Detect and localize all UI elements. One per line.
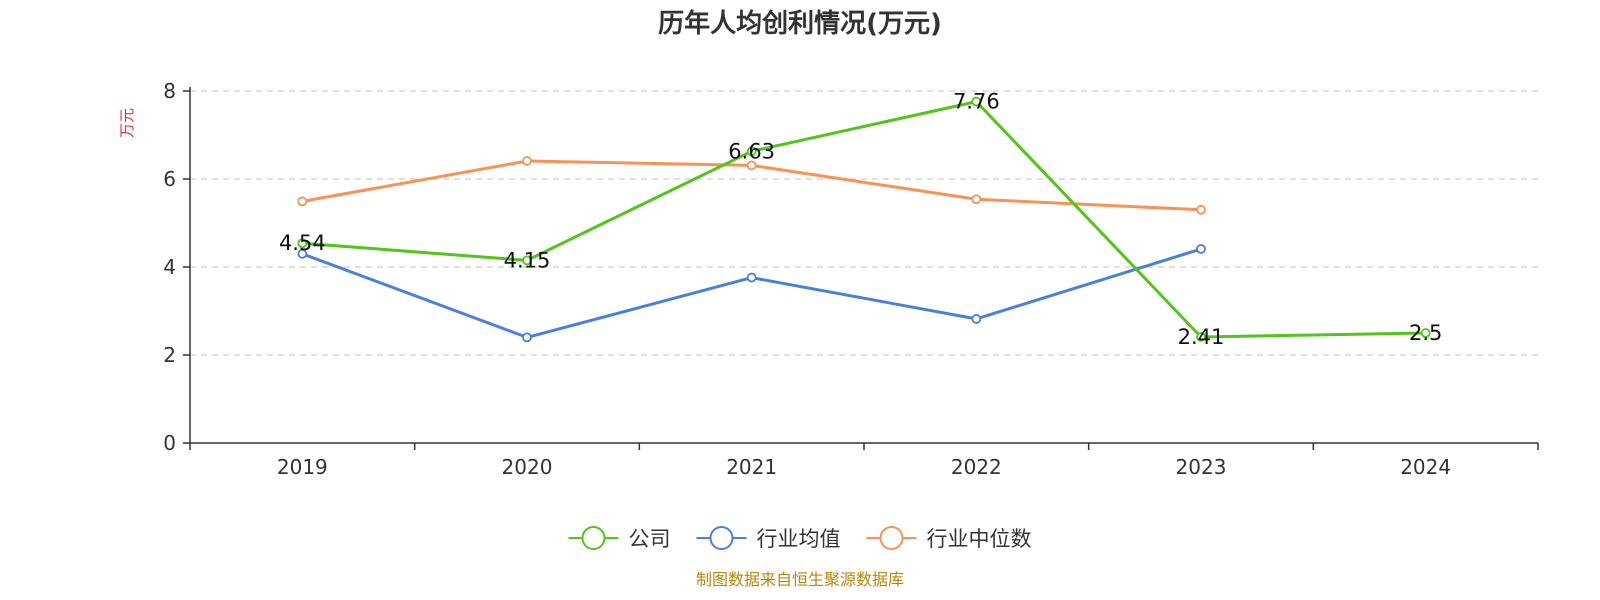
data-label: 2.5 — [1409, 321, 1442, 345]
legend[interactable]: 公司 行业均值 行业中位数 — [568, 526, 1032, 551]
data-point — [297, 248, 308, 259]
y-tick-label: 0 — [163, 431, 176, 455]
legend-circle-icon — [709, 526, 734, 550]
series-line-1 — [301, 247, 1202, 339]
data-point — [746, 160, 757, 171]
legend-item[interactable]: 公司 — [568, 526, 671, 551]
data-point — [522, 156, 532, 166]
series-lines — [297, 96, 1431, 343]
legend-label: 行业中位数 — [927, 527, 1032, 551]
legend-label: 行业均值 — [757, 527, 841, 551]
data-point — [1196, 204, 1206, 215]
legend-circle-icon — [879, 526, 904, 550]
data-point — [1196, 332, 1206, 342]
series-line-0 — [302, 100, 1426, 339]
data-label: 4.54 — [279, 231, 326, 255]
axes: 0 2 4 6 8 2019 2020 2021 2022 2023 2024 — [163, 79, 1539, 479]
data-point — [971, 96, 982, 107]
data-point — [746, 272, 757, 283]
x-tick-label: 2019 — [277, 455, 328, 479]
data-point — [746, 146, 757, 157]
data-point — [1196, 244, 1206, 254]
grid-lines — [190, 90, 1538, 356]
data-point — [971, 314, 982, 324]
x-tick-label: 2022 — [951, 455, 1002, 479]
legend-item[interactable]: 行业均值 — [696, 526, 841, 551]
data-point — [522, 255, 532, 266]
x-tick-label: 2021 — [726, 455, 777, 479]
y-tick-label: 2 — [163, 343, 176, 367]
x-tick-label: 2020 — [502, 455, 553, 479]
x-tick-label: 2024 — [1400, 455, 1451, 479]
data-point — [522, 332, 532, 343]
data-point — [297, 238, 308, 249]
data-label: 2.41 — [1178, 325, 1225, 349]
legend-circle-icon — [581, 526, 606, 550]
y-axis-label: 万元 — [118, 108, 136, 138]
data-point — [971, 194, 982, 205]
data-point — [297, 196, 308, 207]
chart-title: 历年人均创利情况(万元) — [658, 8, 942, 39]
y-tick-label: 8 — [163, 79, 176, 103]
source-note: 制图数据来自恒生聚源数据库 — [696, 570, 904, 589]
legend-label: 公司 — [629, 527, 671, 551]
data-point — [1420, 328, 1431, 338]
y-tick-label: 4 — [163, 255, 176, 279]
data-label: 6.63 — [728, 139, 775, 163]
data-label: 7.76 — [953, 90, 1000, 114]
x-tick-label: 2023 — [1176, 455, 1227, 479]
data-labels: 4.54 4.15 6.63 7.76 2.41 2.5 — [279, 90, 1442, 349]
y-tick-label: 6 — [163, 167, 176, 191]
legend-item[interactable]: 行业中位数 — [866, 526, 1032, 551]
data-label: 4.15 — [504, 248, 551, 272]
